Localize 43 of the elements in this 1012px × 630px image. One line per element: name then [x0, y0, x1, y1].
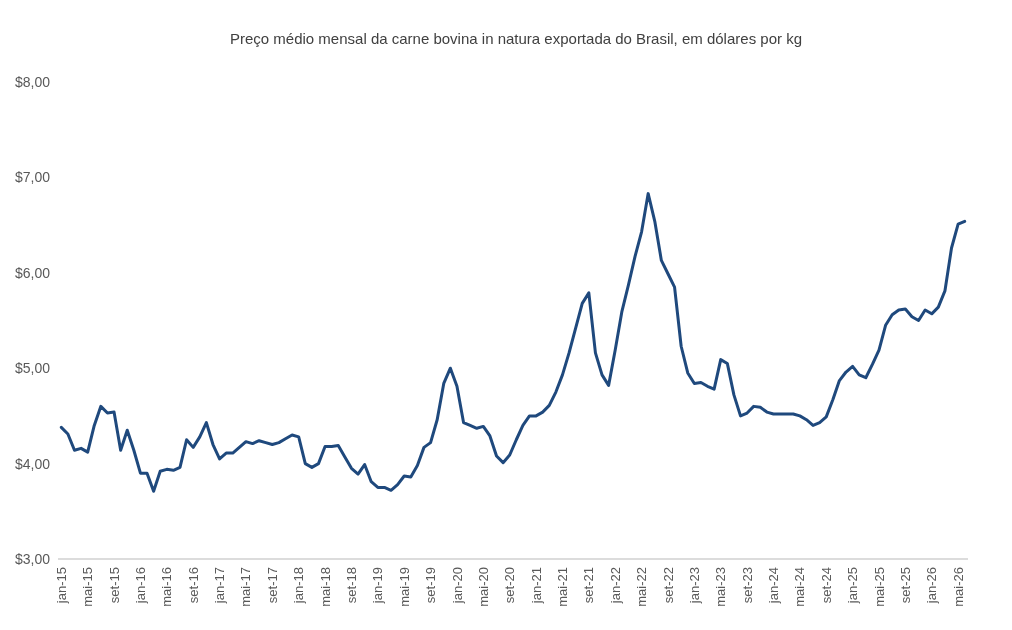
x-tick-label: mai-20	[475, 567, 491, 607]
x-tick-label: set-15	[106, 567, 122, 604]
x-tick-label: jan-26	[924, 567, 940, 605]
x-tick-label: set-20	[502, 567, 518, 604]
x-tick-label: set-25	[897, 567, 913, 604]
x-tick-label: set-19	[423, 567, 439, 604]
chart-title: Preço médio mensal da carne bovina in natura exportada do Brasil, em dólares por kg	[230, 30, 802, 47]
x-tick-label: set-16	[185, 567, 201, 604]
x-tick-label: mai-19	[396, 567, 412, 607]
y-tick-label: $8,00	[14, 73, 51, 90]
x-tick-label: mai-15	[80, 567, 96, 607]
x-tick-label: jan-18	[291, 567, 307, 605]
x-tick-label: mai-25	[871, 567, 887, 607]
x-tick-label: jan-25	[845, 567, 861, 605]
x-tick-label: mai-17	[238, 567, 254, 607]
x-tick-label: jan-20	[449, 567, 465, 605]
x-tick-label: mai-21	[555, 567, 571, 607]
x-tick-label: mai-18	[317, 567, 333, 607]
x-tick-label: set-23	[739, 567, 755, 604]
x-tick-label: mai-26	[950, 567, 966, 607]
x-tick-label: jan-23	[686, 567, 702, 605]
x-tick-label: set-18	[343, 567, 359, 604]
x-tick-label: jan-17	[212, 567, 228, 605]
y-tick-label: $3,00	[14, 550, 51, 567]
x-tick-label: mai-24	[792, 567, 808, 607]
x-tick-label: set-24	[818, 567, 834, 604]
x-tick-label: set-21	[581, 567, 597, 604]
x-tick-label: mai-22	[634, 567, 650, 607]
x-tick-label: jan-16	[132, 567, 148, 605]
x-tick-label: jan-21	[528, 567, 544, 605]
y-tick-label: $4,00	[14, 455, 51, 472]
y-tick-label: $5,00	[14, 360, 51, 377]
x-tick-label: mai-23	[713, 567, 729, 607]
x-tick-label: mai-16	[159, 567, 175, 607]
x-tick-label: set-22	[660, 567, 676, 604]
x-tick-label: jan-19	[370, 567, 386, 605]
line-series	[59, 192, 967, 493]
y-tick-label: $6,00	[14, 264, 51, 281]
y-tick-label: $7,00	[14, 169, 51, 186]
x-tick-label: jan-22	[607, 567, 623, 605]
x-tick-label: jan-24	[766, 567, 782, 605]
x-tick-label: set-17	[264, 567, 280, 604]
x-tick-label: jan-15	[53, 567, 69, 605]
